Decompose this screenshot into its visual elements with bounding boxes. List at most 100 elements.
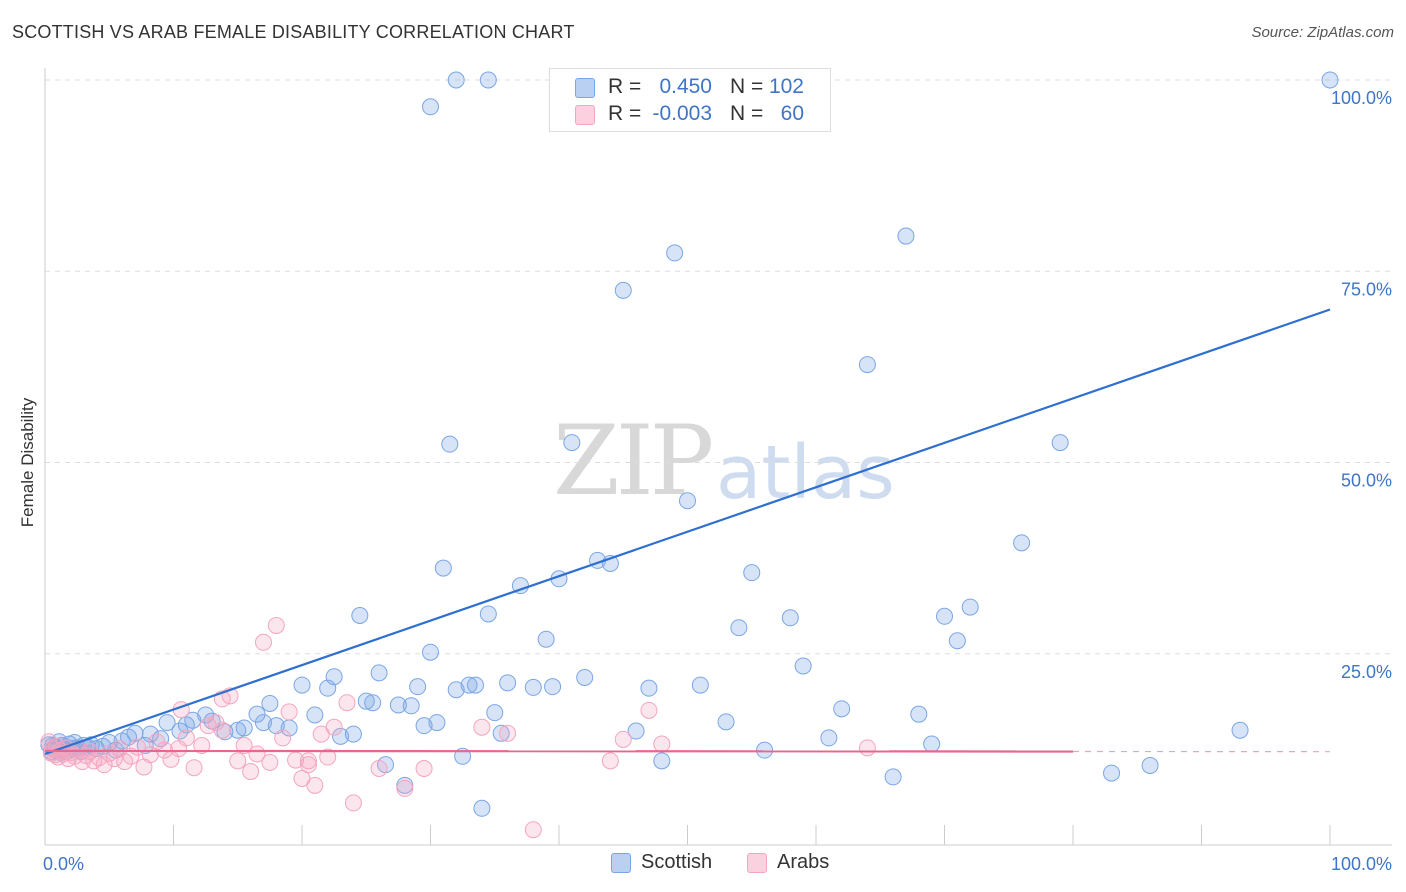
scottish-point [422,98,439,116]
x-tick-label: 100.0% [1331,854,1392,874]
scottish-point [460,676,478,694]
arabs-swatch [575,105,595,125]
arabs-point [370,760,388,777]
scottish-trend-line [44,308,1331,756]
y-tick-label: 100.0% [1331,88,1392,108]
arabs-point [524,821,542,839]
arabs-point [299,752,317,770]
arabs-point [242,763,260,781]
scottish-point [756,741,774,759]
arabs-legend-label: Arabs [777,851,830,873]
scottish-point [184,711,202,729]
arabs-trend-line [44,749,1074,753]
scottish-point [344,725,362,743]
scottish-point [479,605,497,623]
axis-labels: 100.0% 75.0% 50.0% 25.0% 0.0% 100.0% Female Di… [18,88,1392,874]
n-label: N = [730,75,764,98]
arabs-point [601,752,619,770]
arabs-point [858,739,876,757]
scottish-point [357,692,375,710]
scottish-point [332,727,350,745]
r-label: R = [608,75,642,98]
legend-row-scottish: R = 0.450 N = 102 [550,73,830,101]
r-value: 0.450 [659,75,712,98]
scottish-point [1231,721,1249,739]
scottish-points [40,71,1339,817]
arabs-point [90,749,108,767]
scottish-point [897,227,915,245]
watermark-zip: ZIP [553,405,714,517]
watermark-atlas: atlas [716,430,895,516]
arabs-point [280,703,298,721]
y-axis-title: Female Disability [18,397,37,527]
scottish-point [666,244,684,262]
trend-lines [44,308,1331,756]
scottish-point [576,668,594,686]
scottish-point [466,676,484,694]
scottish-point [833,700,851,718]
scottish-point [492,724,510,742]
scottish-point [614,281,632,299]
scottish-point [486,704,504,722]
scottish-point [563,434,581,452]
source-label: Source: ZipAtlas.com [1251,24,1394,41]
scottish-point [1141,756,1159,774]
chart-title: SCOTTISH VS ARAB FEMALE DISABILITY CORRE… [12,22,575,42]
scottish-point [794,657,812,675]
arabs-point [319,748,337,766]
scottish-point [499,674,517,692]
arabs-point [415,760,433,777]
scottish-point [415,717,433,735]
arabs-point [614,730,632,748]
scottish-point [216,723,234,741]
arabs-point [306,776,324,794]
legend-row-arabs: R = -0.003 N = 60 [550,100,830,128]
arabs-point [177,729,195,747]
scottish-point [948,632,966,650]
arabs-point [185,759,203,777]
scottish-point [691,676,709,694]
arabs-point [396,779,414,797]
scottish-point [743,564,761,582]
scottish-point [781,609,799,627]
scottish-point [884,768,902,786]
arabs-point [325,718,343,736]
axes [44,68,1392,846]
r-value: -0.003 [652,102,712,125]
scottish-point [858,356,876,374]
arabs-point [640,701,658,719]
scottish-point [409,678,427,696]
scottish-legend-swatch [611,853,631,873]
scottish-point [537,630,555,648]
scottish-point [961,598,979,616]
arabs-point [499,724,517,742]
gridlines [45,79,1392,655]
x-tick-label: 0.0% [43,854,84,874]
scottish-point [254,714,272,732]
scottish-point [627,722,645,740]
scottish-point [434,559,452,577]
correlation-legend: R = 0.450 N = 102 R = -0.003 N = 60 [549,68,831,132]
scottish-point [454,747,472,765]
scottish-point [126,724,144,742]
y-tick-label: 50.0% [1341,471,1392,491]
arabs-point [213,721,231,739]
scottish-point [447,681,465,699]
scottish-point [1103,764,1121,782]
n-value: 60 [780,102,804,125]
arabs-point [261,753,279,771]
arabs-legend-swatch [747,853,767,873]
arabs-point [229,752,247,770]
arabs-point [344,794,362,812]
scottish-point [1051,434,1069,452]
scottish-point [261,694,279,712]
scottish-point [524,678,542,696]
scottish-point [717,713,735,731]
scottish-point [473,799,491,817]
arabs-point [254,633,272,651]
scottish-swatch [575,78,595,98]
scottish-point [447,71,465,89]
scottish-point [422,643,439,661]
arabs-point [85,752,103,770]
arabs-point [299,756,317,774]
